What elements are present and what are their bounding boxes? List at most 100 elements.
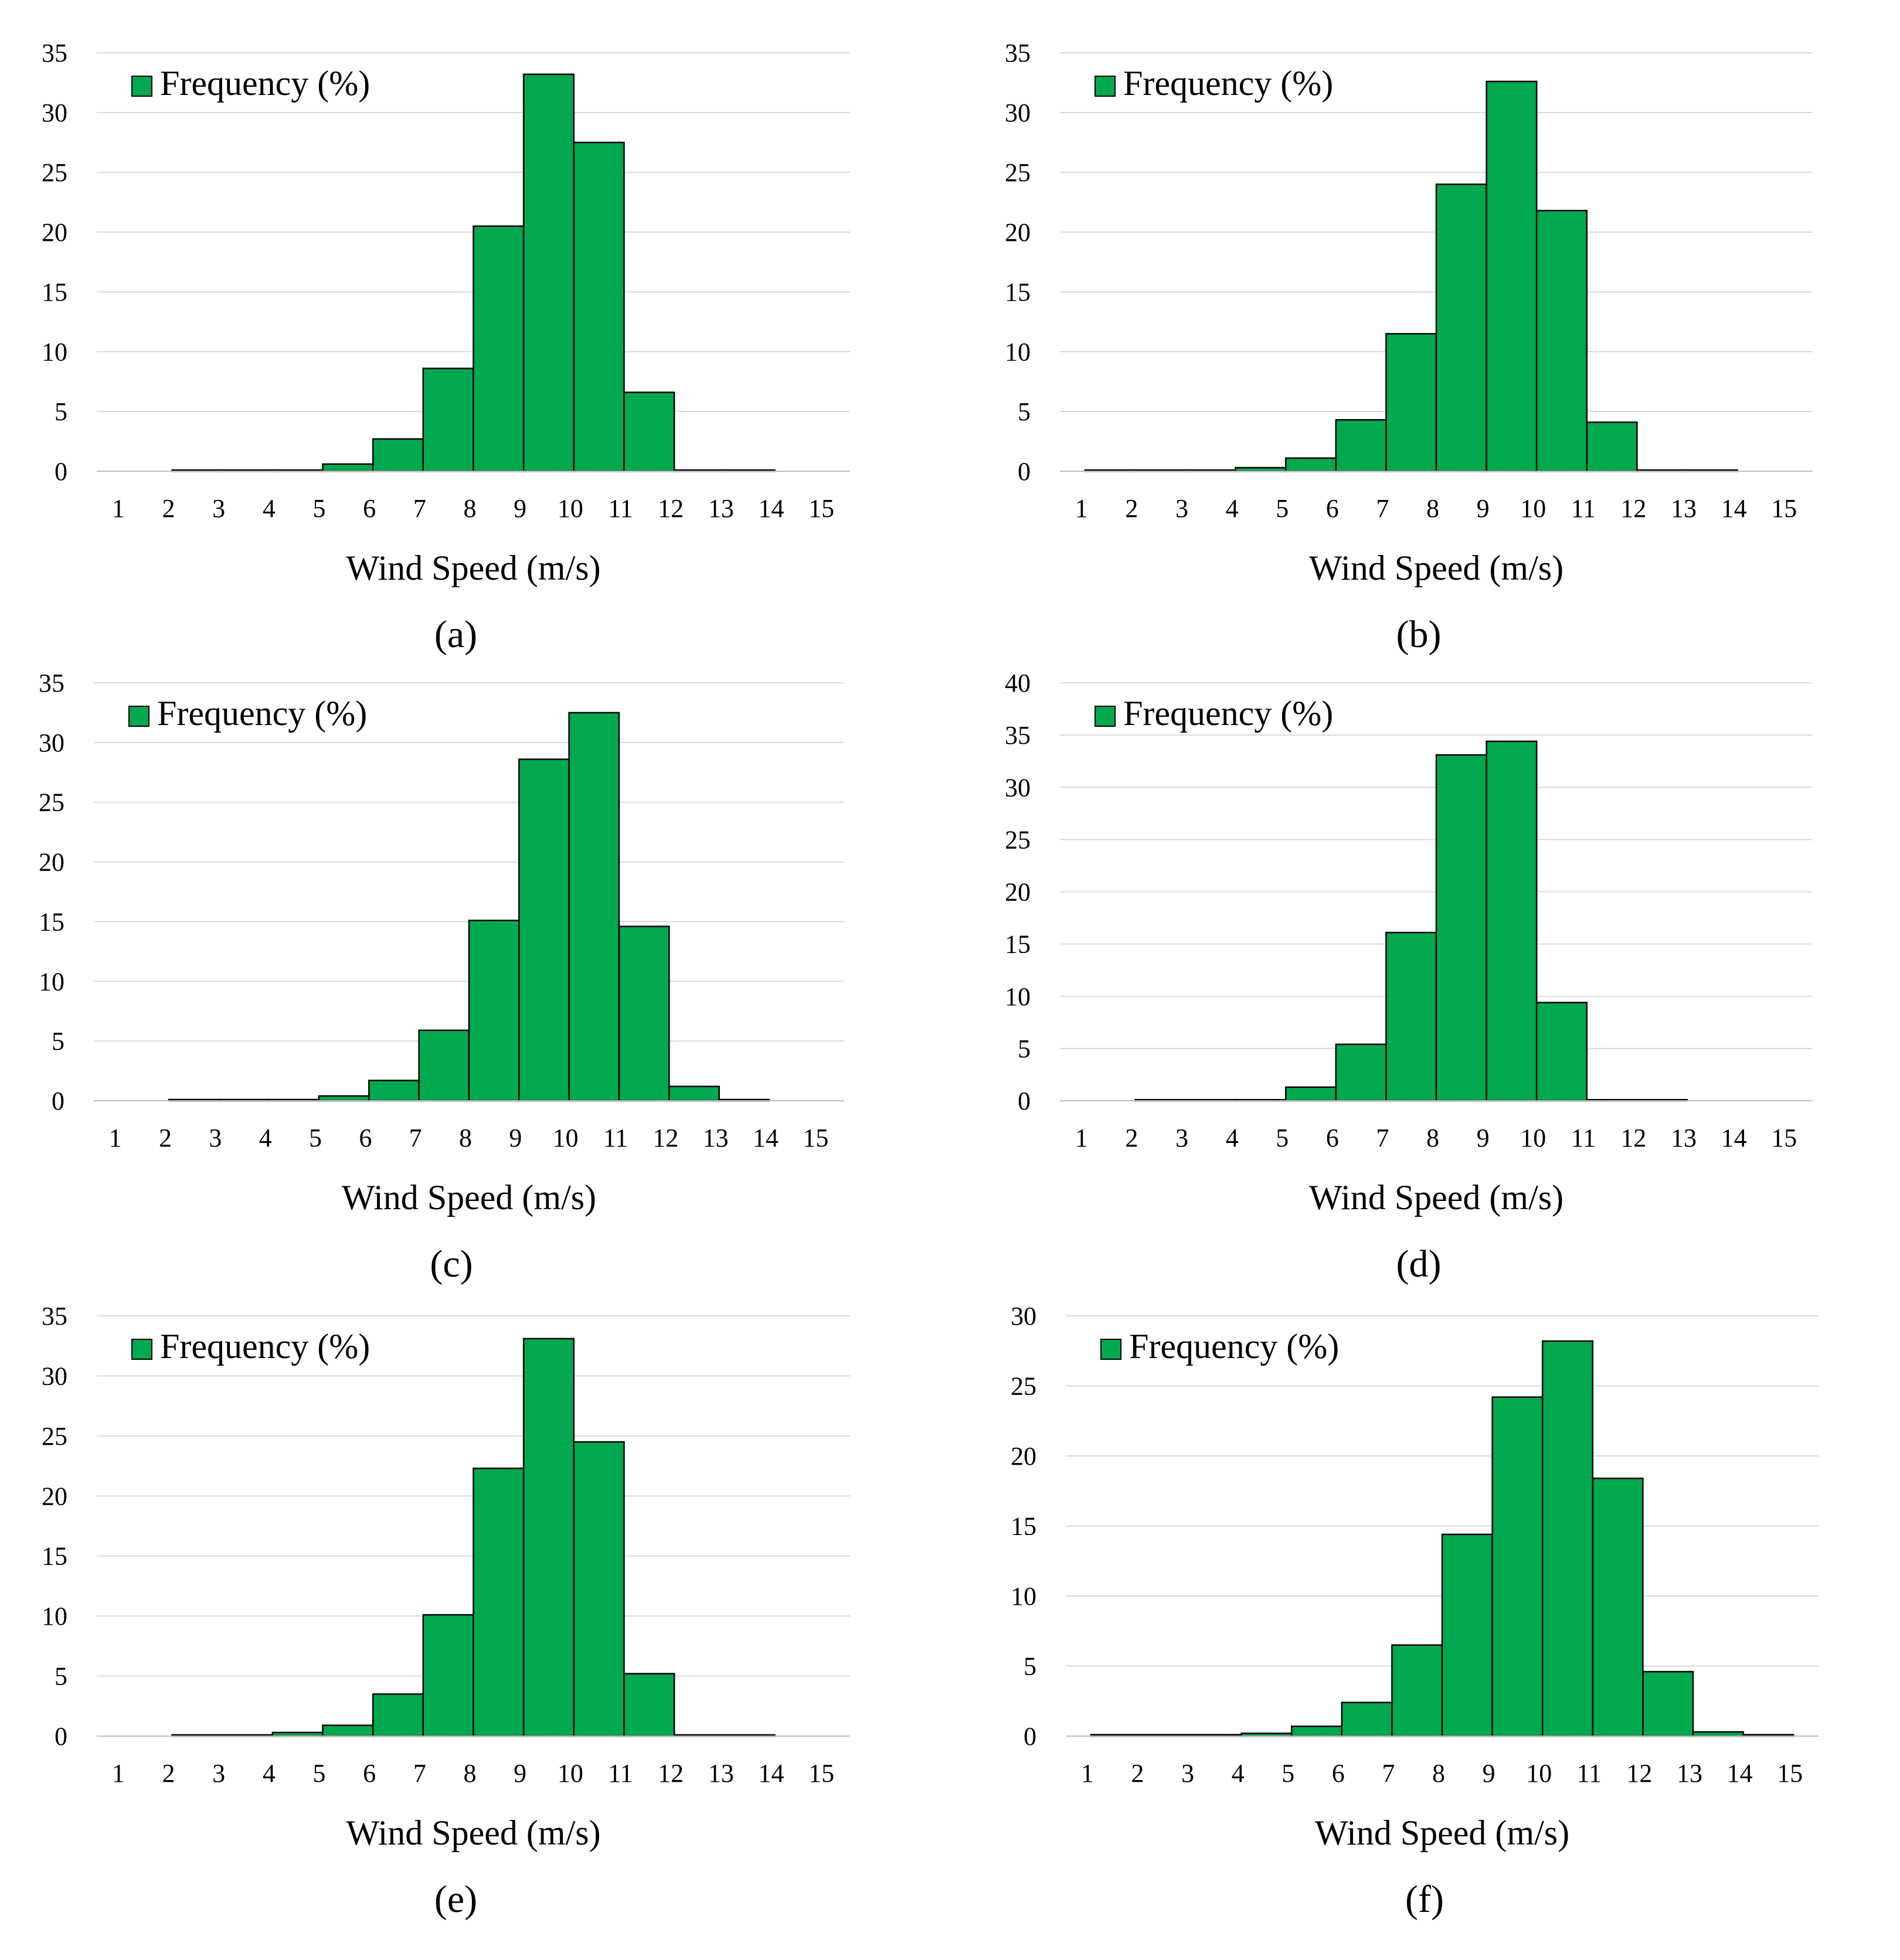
y-tick-label: 30 — [1011, 1302, 1036, 1331]
x-tick-label: 1 — [1075, 1124, 1088, 1152]
bar-10 — [568, 712, 620, 1102]
x-tick-label: 9 — [514, 1759, 526, 1788]
bar-5 — [1290, 1726, 1343, 1737]
bar-7 — [1385, 931, 1437, 1102]
bar-6 — [372, 438, 424, 472]
y-tick-label: 25 — [42, 1422, 67, 1451]
y-tick-label: 15 — [42, 1542, 67, 1571]
x-tick-label: 6 — [1332, 1759, 1345, 1788]
bar-13 — [1692, 1731, 1744, 1737]
bar-8 — [473, 225, 525, 472]
x-tick-label: 12 — [1620, 1124, 1646, 1152]
panel-label: (a) — [434, 613, 477, 656]
x-tick-label: 7 — [413, 1759, 426, 1788]
x-tick-label: 10 — [558, 1759, 583, 1788]
x-tick-label: 1 — [1081, 1759, 1094, 1788]
x-tick-label: 6 — [363, 1759, 376, 1788]
y-tick-label: 10 — [42, 1602, 67, 1631]
x-tick-label: 9 — [1477, 494, 1490, 523]
x-tick-label: 13 — [1677, 1759, 1702, 1788]
y-tick-label: 35 — [39, 669, 64, 697]
x-tick-label: 13 — [708, 1759, 734, 1788]
legend-swatch — [128, 706, 149, 727]
x-tick-label: 11 — [1571, 1124, 1596, 1152]
y-tick-label: 10 — [42, 338, 67, 366]
bar-9 — [522, 73, 575, 472]
y-tick-label: 25 — [1011, 1372, 1036, 1401]
x-tick-label: 15 — [808, 1759, 834, 1788]
x-tick-label: 8 — [1426, 1124, 1439, 1152]
x-tick-label: 3 — [1175, 1124, 1188, 1152]
x-tick-label: 1 — [1075, 494, 1088, 523]
x-tick-label: 3 — [1181, 1759, 1194, 1788]
bar-10 — [573, 1441, 625, 1737]
x-tick-label: 3 — [212, 1759, 225, 1788]
x-tick-label: 13 — [1671, 494, 1697, 523]
y-tick-label: 25 — [39, 788, 64, 817]
x-tick-label: 14 — [753, 1124, 779, 1152]
x-tick-label: 2 — [159, 1124, 172, 1152]
bar-5 — [318, 1095, 370, 1102]
bar-9 — [1486, 740, 1538, 1102]
x-tick-label: 1 — [109, 1124, 122, 1152]
legend-label: Frequency (%) — [160, 1327, 370, 1366]
x-tick-label: 4 — [259, 1124, 272, 1152]
y-tick-label: 0 — [52, 1087, 64, 1115]
bar-11 — [1586, 421, 1638, 472]
x-tick-label: 15 — [1771, 1124, 1797, 1152]
x-tick-label: 4 — [1226, 1124, 1239, 1152]
x-tick-label: 14 — [1721, 1124, 1747, 1152]
y-tick-label: 25 — [1005, 825, 1031, 854]
panel-label: (d) — [1396, 1243, 1442, 1285]
y-tick-label: 20 — [1005, 878, 1031, 907]
bar-10 — [573, 141, 625, 472]
x-tick-label: 8 — [464, 494, 477, 523]
y-tick-label: 0 — [55, 457, 67, 486]
x-axis-label: Wind Speed (m/s) — [1309, 549, 1563, 587]
y-tick-label: 0 — [1018, 1087, 1031, 1115]
y-tick-label: 35 — [42, 39, 67, 67]
y-tick-label: 25 — [42, 158, 67, 187]
x-tick-label: 7 — [409, 1124, 422, 1152]
x-tick-label: 11 — [608, 494, 633, 523]
legend-swatch — [1100, 1339, 1121, 1360]
y-tick-label: 10 — [1005, 982, 1031, 1011]
x-tick-label: 9 — [514, 494, 526, 523]
x-tick-label: 1 — [112, 1759, 125, 1788]
x-tick-label: 15 — [808, 494, 834, 523]
bar-8 — [473, 1467, 525, 1737]
y-tick-label: 15 — [1005, 930, 1031, 959]
y-tick-label: 40 — [1005, 669, 1031, 697]
bar-8 — [1441, 1533, 1493, 1737]
x-tick-label: 4 — [1226, 494, 1239, 523]
bar-6 — [372, 1693, 424, 1737]
y-tick-label: 35 — [42, 1302, 67, 1331]
legend-label: Frequency (%) — [1123, 694, 1333, 733]
bar-7 — [1385, 333, 1437, 472]
x-tick-label: 4 — [263, 494, 276, 523]
x-tick-label: 12 — [658, 1759, 684, 1788]
x-tick-label: 14 — [1721, 494, 1747, 523]
x-tick-label: 5 — [313, 1759, 326, 1788]
bar-7 — [422, 368, 474, 472]
bar-11 — [623, 1673, 675, 1737]
bar-11 — [1592, 1477, 1644, 1737]
x-tick-label: 5 — [1276, 1124, 1289, 1152]
x-tick-label: 7 — [1376, 494, 1389, 523]
y-tick-label: 30 — [42, 98, 67, 127]
y-tick-label: 35 — [1005, 721, 1031, 750]
bar-8 — [1435, 183, 1487, 472]
x-tick-label: 8 — [464, 1759, 477, 1788]
panel-label: (c) — [430, 1243, 473, 1285]
x-tick-label: 6 — [359, 1124, 372, 1152]
x-tick-label: 10 — [1520, 1124, 1546, 1152]
x-tick-label: 13 — [1671, 1124, 1697, 1152]
legend-label: Frequency (%) — [1123, 64, 1333, 103]
x-tick-label: 12 — [652, 1124, 678, 1152]
panel-label: (b) — [1396, 613, 1442, 656]
y-tick-label: 5 — [1018, 397, 1031, 426]
x-tick-label: 15 — [803, 1124, 828, 1152]
legend-label: Frequency (%) — [157, 694, 367, 733]
x-tick-label: 11 — [603, 1124, 628, 1152]
